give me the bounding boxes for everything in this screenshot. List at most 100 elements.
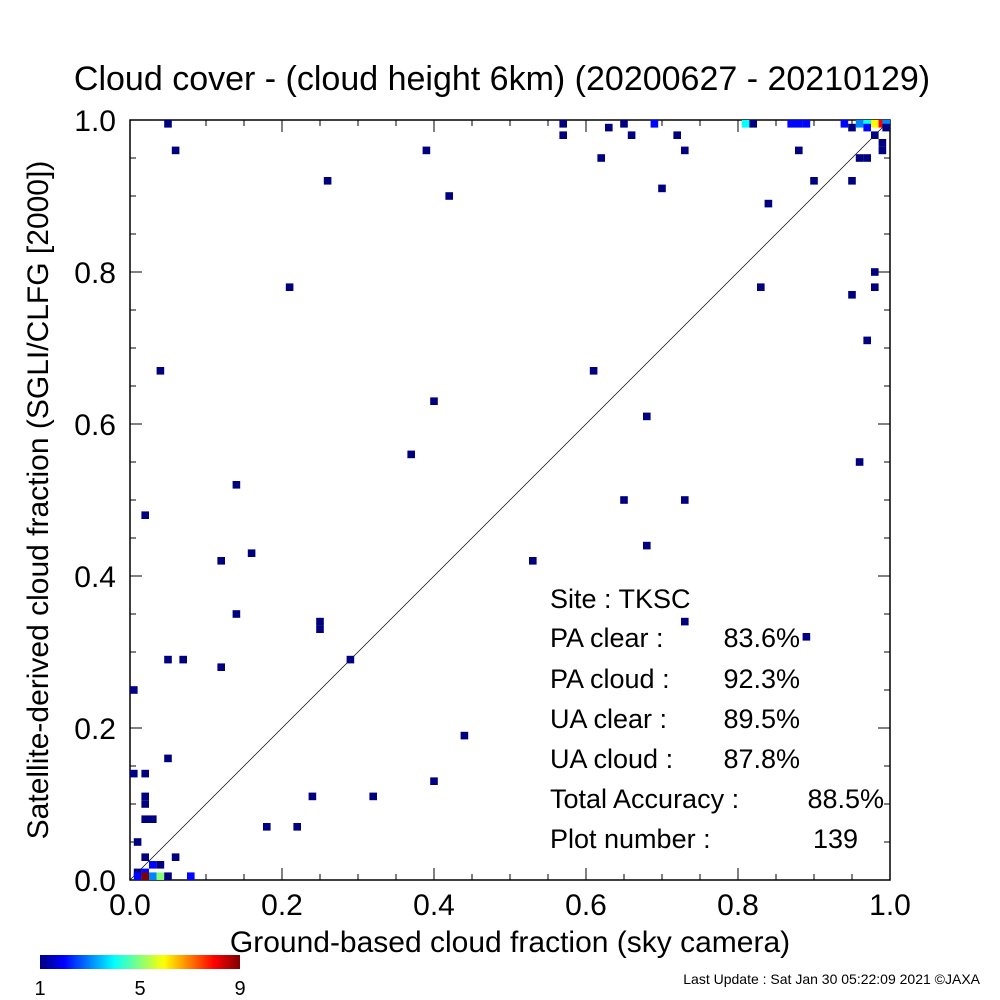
data-cell xyxy=(840,120,849,128)
data-cell xyxy=(285,283,294,291)
y-tick-label: 0.6 xyxy=(74,409,116,442)
x-tick-label: 0.0 xyxy=(109,889,151,922)
data-cell xyxy=(149,861,157,869)
data-cell xyxy=(795,146,803,155)
stat-value: 87.8% xyxy=(723,744,800,774)
data-cell xyxy=(741,120,750,128)
data-cell xyxy=(293,823,301,831)
data-cell xyxy=(559,131,567,139)
stat-value: 88.5% xyxy=(807,784,884,814)
data-cell xyxy=(316,625,324,633)
data-cell xyxy=(187,872,195,880)
y-tick-label: 1.0 xyxy=(74,105,116,138)
data-cell xyxy=(597,154,605,162)
data-cell xyxy=(650,120,659,128)
data-cell xyxy=(787,120,795,128)
stat-value: 89.5% xyxy=(723,704,800,734)
data-cell xyxy=(323,177,332,185)
data-cell xyxy=(643,541,651,550)
data-cell xyxy=(802,120,811,128)
colorbar-labels: 1 5 9 xyxy=(34,978,245,1000)
data-cell xyxy=(445,192,453,200)
data-cell xyxy=(810,177,818,185)
data-cell xyxy=(149,872,157,880)
data-cell xyxy=(620,120,628,128)
data-cell xyxy=(407,450,415,459)
data-cell xyxy=(878,146,887,155)
data-cell xyxy=(130,769,138,778)
x-axis-label: Ground-based cloud fraction (sky camera) xyxy=(230,926,790,959)
data-cell xyxy=(878,139,887,147)
data-cell xyxy=(164,120,172,128)
last-update-text: Last Update : Sat Jan 30 05:22:09 2021 ©… xyxy=(683,971,980,987)
data-cell xyxy=(855,120,864,128)
stat-value: 92.3% xyxy=(723,664,800,694)
colorbar-tick-label: 9 xyxy=(234,978,245,1000)
colorbar-tick-label: 5 xyxy=(134,978,145,1000)
data-cell xyxy=(217,663,225,671)
data-cell xyxy=(878,120,887,128)
data-cell xyxy=(141,872,149,880)
data-cell xyxy=(871,120,879,128)
reference-diagonal-line xyxy=(129,119,891,881)
data-cell xyxy=(141,868,149,877)
data-cell xyxy=(141,511,149,519)
data-cell xyxy=(855,154,864,162)
data-cell xyxy=(757,283,765,291)
data-cell xyxy=(232,610,241,618)
data-cell xyxy=(681,146,689,155)
data-cell xyxy=(316,617,324,626)
data-cell xyxy=(171,853,180,861)
stat-value: 139 xyxy=(813,824,858,854)
data-cell xyxy=(156,861,165,869)
data-cell xyxy=(681,617,689,626)
data-cell xyxy=(156,872,165,880)
data-cell xyxy=(764,199,773,208)
y-tick-label: 0.8 xyxy=(74,257,116,290)
data-cell xyxy=(164,754,172,763)
x-tick-label: 0.2 xyxy=(261,889,303,922)
data-cell xyxy=(882,123,890,132)
y-axis-label: Satellite-derived cloud fraction (SGLI/C… xyxy=(22,161,55,840)
x-tick-label: 0.6 xyxy=(565,889,607,922)
data-cell xyxy=(171,146,180,155)
data-cell xyxy=(627,131,636,139)
data-cell xyxy=(802,633,811,641)
y-tick-label: 0.2 xyxy=(74,713,116,746)
colorbar-tick-label: 1 xyxy=(34,978,45,1000)
data-cell xyxy=(605,123,613,132)
data-cell xyxy=(156,367,165,375)
data-cell xyxy=(871,131,879,139)
stat-label: PA cloud : xyxy=(550,664,670,694)
data-cell xyxy=(149,815,157,823)
data-cell xyxy=(141,769,149,778)
stat-label: Plot number : xyxy=(550,824,711,854)
x-tick-label: 1.0 xyxy=(869,889,911,922)
stats-box: Site : TKSC PA clear : 83.6% PA cloud : 92.3… xyxy=(550,584,884,854)
data-cell xyxy=(673,131,681,139)
data-cell xyxy=(871,283,879,291)
data-cell xyxy=(863,123,871,132)
data-cell xyxy=(133,872,142,880)
data-cell xyxy=(871,268,879,276)
data-cell xyxy=(130,686,138,694)
data-cell xyxy=(681,496,689,504)
data-cell xyxy=(263,823,271,831)
data-cell xyxy=(217,557,225,565)
data-cell xyxy=(141,815,149,823)
y-tick-label: 0.0 xyxy=(74,865,116,898)
data-cell xyxy=(247,549,256,557)
data-cell xyxy=(658,184,666,193)
data-cell xyxy=(133,838,142,846)
stat-label: UA clear : xyxy=(550,704,667,734)
data-cell xyxy=(179,655,187,664)
data-cell xyxy=(164,655,172,664)
stat-value: 83.6% xyxy=(723,623,800,653)
data-cell xyxy=(141,800,149,808)
x-tick-label: 0.4 xyxy=(413,889,455,922)
data-cell xyxy=(848,291,856,299)
data-cell xyxy=(863,336,871,345)
colorbar xyxy=(40,955,240,969)
data-cell xyxy=(369,792,377,801)
